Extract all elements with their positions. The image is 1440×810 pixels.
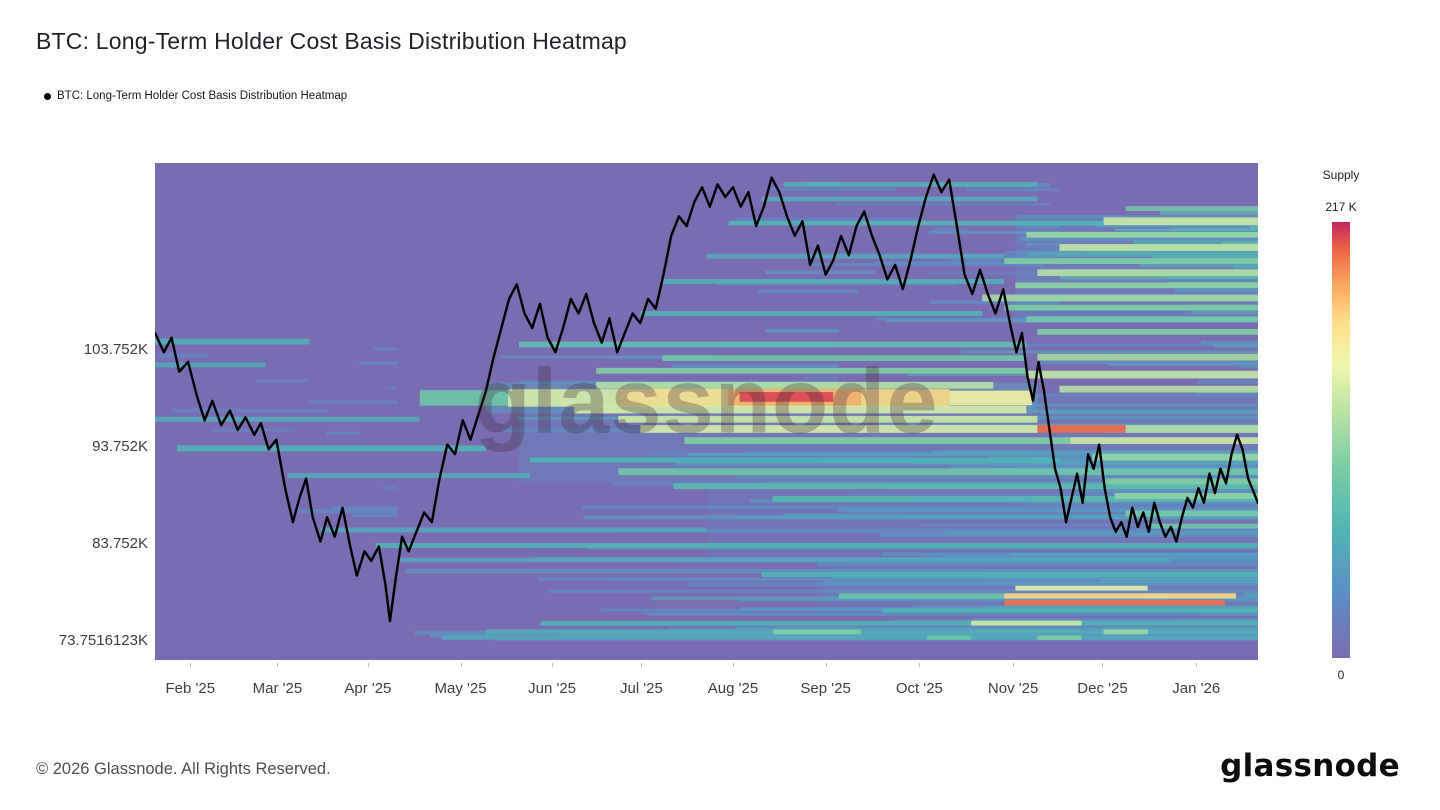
- x-tick-label: Apr '25: [344, 680, 392, 697]
- colorbar-title: Supply: [1322, 168, 1360, 182]
- x-tick-label: Nov '25: [987, 680, 1039, 697]
- y-tick-label: 73.7516123K: [58, 632, 148, 650]
- colorbar-max-label: 217 K: [1325, 200, 1357, 214]
- x-tick-label: Mar '25: [252, 680, 303, 697]
- x-tick-mark: [1102, 663, 1104, 667]
- x-tick-label: Feb '25: [165, 680, 216, 697]
- glassnode-logo: glassnode: [1220, 748, 1400, 784]
- x-tick-mark: [1013, 663, 1015, 667]
- x-tick-mark: [919, 663, 921, 667]
- x-tick-label: Dec '25: [1077, 680, 1128, 697]
- heatmap-canvas[interactable]: [155, 163, 1258, 660]
- y-axis: 103.752K 93.752K 83.752K 73.7516123K: [0, 0, 155, 810]
- x-tick-mark: [825, 663, 827, 667]
- y-tick-label: 93.752K: [92, 437, 148, 455]
- legend-item[interactable]: BTC: Long-Term Holder Cost Basis Distrib…: [44, 90, 347, 102]
- y-tick-label: 103.752K: [83, 340, 148, 358]
- x-tick-label: Oct '25: [895, 680, 943, 697]
- x-tick-mark: [1196, 663, 1198, 667]
- x-tick-mark: [732, 663, 734, 667]
- colorbar: [1332, 222, 1350, 658]
- x-axis: Feb '25 Mar '25 Apr '25 May '25 Jun '25 Jul '…: [0, 663, 1440, 697]
- x-tick-label: Aug '25: [707, 680, 759, 697]
- y-tick-label: 83.752K: [92, 534, 148, 552]
- x-tick-mark: [367, 663, 369, 667]
- x-tick-label: Jan '26: [1172, 680, 1221, 697]
- legend-label: BTC: Long-Term Holder Cost Basis Distrib…: [57, 90, 348, 102]
- x-tick-mark: [190, 663, 192, 667]
- x-tick-mark: [552, 663, 554, 667]
- x-tick-mark: [460, 663, 462, 667]
- colorbar-min-label: 0: [1337, 668, 1345, 682]
- copyright-text: © 2026 Glassnode. All Rights Reserved.: [36, 760, 331, 778]
- x-tick-mark: [641, 663, 643, 667]
- x-tick-label: Jun '25: [528, 680, 577, 697]
- heatmap-chart[interactable]: glassnode: [155, 163, 1258, 660]
- legend-dot-icon: [44, 92, 51, 100]
- x-tick-label: Jul '25: [619, 680, 663, 697]
- x-tick-mark: [277, 663, 279, 667]
- x-tick-label: May '25: [434, 680, 487, 697]
- page-title: BTC: Long-Term Holder Cost Basis Distrib…: [36, 28, 627, 54]
- x-tick-label: Sep '25: [800, 680, 851, 697]
